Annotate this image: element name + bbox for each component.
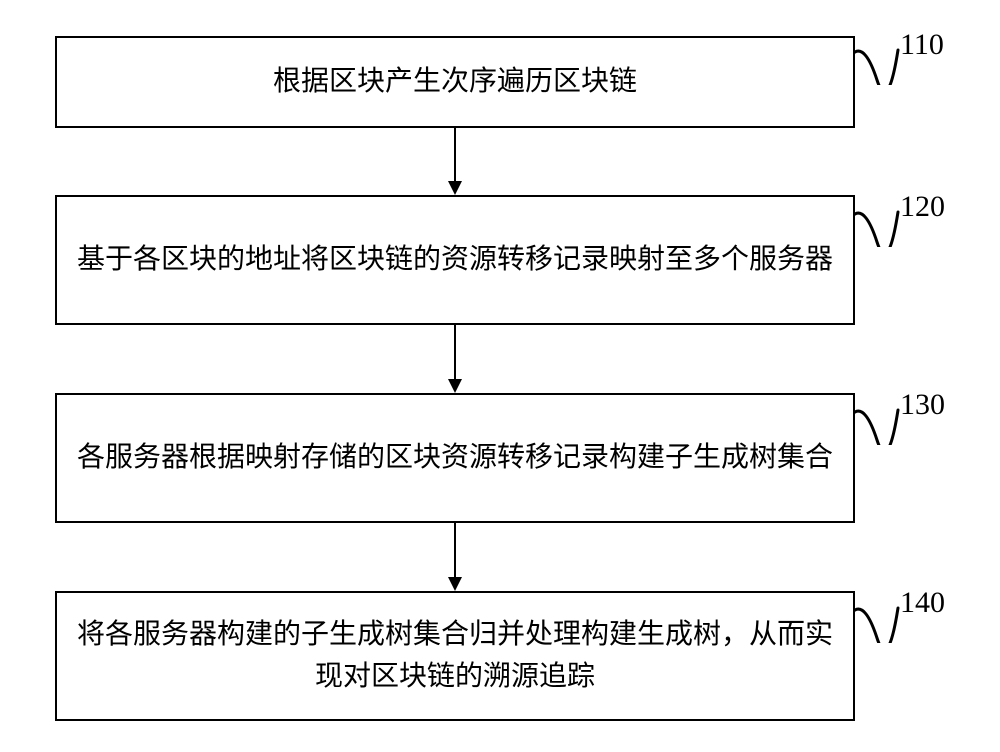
flow-node-text: 将各服务器构建的子生成树集合归并处理构建生成树，从而实现对区块链的溯源追踪 xyxy=(77,614,833,698)
arrow-head-icon xyxy=(448,181,462,195)
flow-node-text: 根据区块产生次序遍历区块链 xyxy=(77,61,833,103)
step-label-l130: 130 xyxy=(900,388,945,422)
label-connector xyxy=(850,45,903,85)
arrow-head-icon xyxy=(448,577,462,591)
label-connector xyxy=(850,405,903,445)
step-label-l140: 140 xyxy=(900,586,945,620)
arrow-line xyxy=(454,523,456,577)
arrow-head-icon xyxy=(448,379,462,393)
flow-node-n110: 根据区块产生次序遍历区块链 xyxy=(55,36,855,128)
label-connector xyxy=(850,207,903,247)
step-label-l120: 120 xyxy=(900,190,945,224)
flow-node-text: 基于各区块的地址将区块链的资源转移记录映射至多个服务器 xyxy=(77,239,833,281)
arrow-line xyxy=(454,325,456,379)
label-connector xyxy=(850,603,903,643)
step-label-l110: 110 xyxy=(900,28,944,62)
flow-node-n130: 各服务器根据映射存储的区块资源转移记录构建子生成树集合 xyxy=(55,393,855,523)
flow-node-n120: 基于各区块的地址将区块链的资源转移记录映射至多个服务器 xyxy=(55,195,855,325)
flow-node-n140: 将各服务器构建的子生成树集合归并处理构建生成树，从而实现对区块链的溯源追踪 xyxy=(55,591,855,721)
flow-node-text: 各服务器根据映射存储的区块资源转移记录构建子生成树集合 xyxy=(77,437,833,479)
arrow-line xyxy=(454,128,456,181)
flowchart-canvas: 根据区块产生次序遍历区块链基于各区块的地址将区块链的资源转移记录映射至多个服务器… xyxy=(0,0,1000,752)
